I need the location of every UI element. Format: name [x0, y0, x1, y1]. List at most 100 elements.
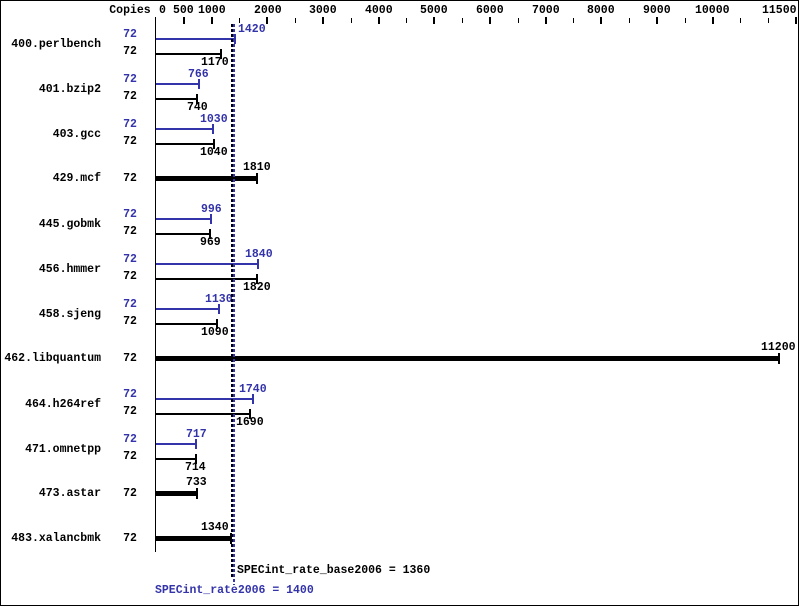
- base-bar-endcap: [213, 139, 215, 149]
- peak-bar-endcap: [212, 124, 214, 134]
- base-bar-endcap: [216, 319, 218, 329]
- value-label: 1340: [201, 521, 229, 534]
- x-axis-tick: [211, 17, 213, 24]
- base-bar-endcap: [256, 274, 258, 284]
- x-axis-label: 11500: [762, 4, 797, 17]
- benchmark-label: 400.perlbench: [11, 38, 101, 51]
- benchmark-label: 483.xalancbmk: [11, 532, 101, 545]
- base-bar: [156, 233, 210, 235]
- copies-value-base: 72: [123, 90, 137, 103]
- benchmark-label: 445.gobmk: [38, 218, 101, 231]
- base-bar-endcap: [220, 49, 222, 59]
- x-axis-tick: [740, 18, 741, 23]
- copies-value-base: 72: [123, 315, 137, 328]
- combined-bar-endcap: [256, 173, 258, 184]
- copies-value-base: 72: [123, 135, 137, 148]
- base-bar-endcap: [249, 409, 251, 419]
- peak-bar: [156, 218, 211, 220]
- base-bar: [156, 143, 214, 145]
- benchmark-label: 401.bzip2: [38, 83, 101, 96]
- combined-bar: [156, 356, 779, 361]
- x-axis-tick: [518, 18, 519, 23]
- base-value-label: 969: [200, 236, 221, 249]
- base-bar: [156, 278, 257, 280]
- x-axis-tick: [183, 17, 185, 24]
- copies-value-peak: 72: [123, 73, 137, 86]
- copies-value: 72: [123, 487, 137, 500]
- x-axis-label: 8000: [587, 4, 615, 17]
- x-axis-label: 5000: [420, 4, 448, 17]
- x-axis-tick: [712, 17, 714, 24]
- copies-value: 72: [123, 352, 137, 365]
- peak-bar-endcap: [210, 214, 212, 224]
- copies-value-peak: 72: [123, 28, 137, 41]
- x-axis-tick: [266, 17, 268, 24]
- peak-value-label: 1420: [238, 23, 266, 36]
- base-value-label: 1040: [200, 146, 228, 159]
- base-bar: [156, 413, 250, 415]
- combined-bar: [156, 536, 231, 541]
- peak-bar-endcap: [257, 259, 259, 269]
- peak-bar: [156, 83, 199, 85]
- copies-value-peak: 72: [123, 253, 137, 266]
- copies-value: 72: [123, 172, 137, 185]
- copies-value-peak: 72: [123, 388, 137, 401]
- copies-value-peak: 72: [123, 433, 137, 446]
- x-axis-label: 6000: [476, 4, 504, 17]
- peak-bar: [156, 263, 258, 265]
- peak-value-label: 996: [201, 203, 222, 216]
- x-axis-label: 9000: [643, 4, 671, 17]
- base-bar-endcap: [196, 94, 198, 104]
- x-axis-tick: [545, 17, 547, 24]
- x-axis-tick: [462, 18, 463, 23]
- peak-value-label: 1740: [239, 383, 267, 396]
- x-axis-tick: [378, 17, 380, 24]
- x-axis-tick: [433, 17, 435, 24]
- copies-header: Copies: [109, 4, 151, 17]
- peak-bar: [156, 128, 213, 130]
- benchmark-label: 462.libquantum: [4, 352, 101, 365]
- reference-line-peak-mean: [233, 24, 235, 585]
- x-axis-tick: [573, 18, 574, 23]
- peak-bar: [156, 38, 235, 40]
- peak-bar-endcap: [218, 304, 220, 314]
- value-label: 1810: [243, 161, 271, 174]
- x-axis-label: 2000: [254, 4, 282, 17]
- x-axis-tick: [322, 17, 324, 24]
- copies-value-base: 72: [123, 405, 137, 418]
- base-value-label: 1170: [201, 56, 229, 69]
- x-axis-tick: [656, 17, 658, 24]
- base-value-label: 1090: [201, 326, 229, 339]
- copies-value-base: 72: [123, 450, 137, 463]
- x-axis-label: 10000: [695, 4, 730, 17]
- base-value-label: 1690: [236, 416, 264, 429]
- peak-bar: [156, 443, 196, 445]
- x-axis-tick: [351, 18, 352, 23]
- x-axis-tick: [685, 18, 686, 23]
- x-axis-label: 3000: [309, 4, 337, 17]
- peak-value-label: 766: [188, 68, 209, 81]
- peak-bar-endcap: [234, 34, 236, 44]
- benchmark-label: 403.gcc: [52, 128, 101, 141]
- x-axis-label: 4000: [365, 4, 393, 17]
- combined-bar-endcap: [778, 353, 780, 364]
- benchmark-label: 471.omnetpp: [25, 443, 101, 456]
- peak-bar-endcap: [195, 439, 197, 449]
- base-value-label: 1820: [243, 281, 271, 294]
- y-axis-line: [155, 17, 156, 552]
- benchmark-label: 458.sjeng: [38, 308, 101, 321]
- reference-label-peak-mean: SPECint_rate2006 = 1400: [155, 584, 314, 597]
- benchmark-label: 456.hmmer: [38, 263, 101, 276]
- combined-bar-endcap: [196, 488, 198, 499]
- base-value-label: 714: [185, 461, 206, 474]
- base-bar: [156, 323, 217, 325]
- x-axis-label: 500: [173, 4, 194, 17]
- peak-value-label: 1030: [200, 113, 228, 126]
- base-value-label: 740: [187, 101, 208, 114]
- peak-value-label: 717: [186, 428, 207, 441]
- copies-value-peak: 72: [123, 208, 137, 221]
- base-bar: [156, 53, 221, 55]
- value-label: 733: [186, 476, 207, 489]
- reference-label-base-mean: SPECint_rate_base2006 = 1360: [237, 564, 431, 577]
